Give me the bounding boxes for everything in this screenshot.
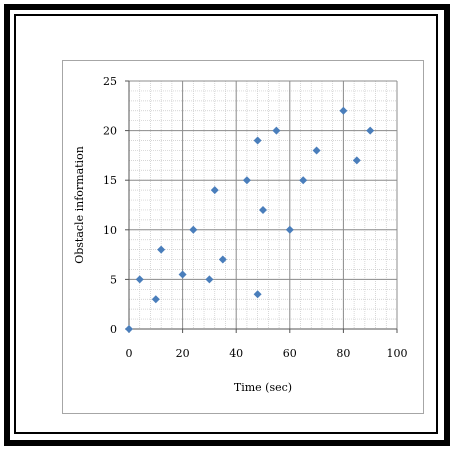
data-point <box>299 176 308 185</box>
y-tick-label: 0 <box>110 323 117 336</box>
axes <box>125 80 398 333</box>
data-point <box>366 126 375 135</box>
data-point <box>178 270 187 279</box>
data-point <box>242 176 251 185</box>
scatter-chart: 0 20 40 60 80 100 0 5 10 15 20 25 Time (sec) Obstac… <box>73 75 408 394</box>
y-tick-label: 5 <box>110 273 117 286</box>
x-axis-label: Time (sec) <box>234 381 292 394</box>
data-point <box>125 325 133 333</box>
data-point <box>253 136 262 145</box>
grid-lines <box>128 80 398 330</box>
data-point <box>135 275 144 284</box>
inner-border-frame: 0 20 40 60 80 100 0 5 10 15 20 25 Time (sec) Obstac… <box>14 14 438 434</box>
x-tick-label: 100 <box>387 347 408 360</box>
data-point <box>285 225 294 234</box>
x-tick-label: 60 <box>283 347 297 360</box>
y-axis-label: Obstacle information <box>73 146 86 264</box>
y-tick-label: 20 <box>103 125 117 138</box>
y-tick-label: 25 <box>103 75 117 88</box>
data-point <box>157 245 166 254</box>
x-tick-label: 0 <box>126 347 133 360</box>
data-point <box>189 225 198 234</box>
chart-area: 0 20 40 60 80 100 0 5 10 15 20 25 Time (sec) Obstac… <box>62 60 424 414</box>
x-tick-label: 40 <box>229 347 243 360</box>
y-tick-label: 10 <box>103 224 117 237</box>
data-point <box>259 205 267 214</box>
data-point <box>339 106 348 115</box>
tick-labels: 0 20 40 60 80 100 0 5 10 15 20 25 <box>103 75 408 360</box>
data-point <box>205 275 214 284</box>
data-point <box>253 290 262 299</box>
data-point <box>272 126 281 135</box>
data-point <box>151 295 160 304</box>
data-point <box>312 146 321 155</box>
outer-border-frame: 0 20 40 60 80 100 0 5 10 15 20 25 Time (sec) Obstac… <box>4 4 450 446</box>
data-point <box>218 255 227 264</box>
data-point <box>210 186 219 195</box>
frame-gap: 0 20 40 60 80 100 0 5 10 15 20 25 Time (sec) Obstac… <box>10 10 444 440</box>
y-tick-label: 15 <box>103 174 117 187</box>
x-tick-label: 20 <box>176 347 190 360</box>
data-points <box>125 106 375 333</box>
x-tick-label: 80 <box>336 347 350 360</box>
data-point <box>352 156 361 165</box>
